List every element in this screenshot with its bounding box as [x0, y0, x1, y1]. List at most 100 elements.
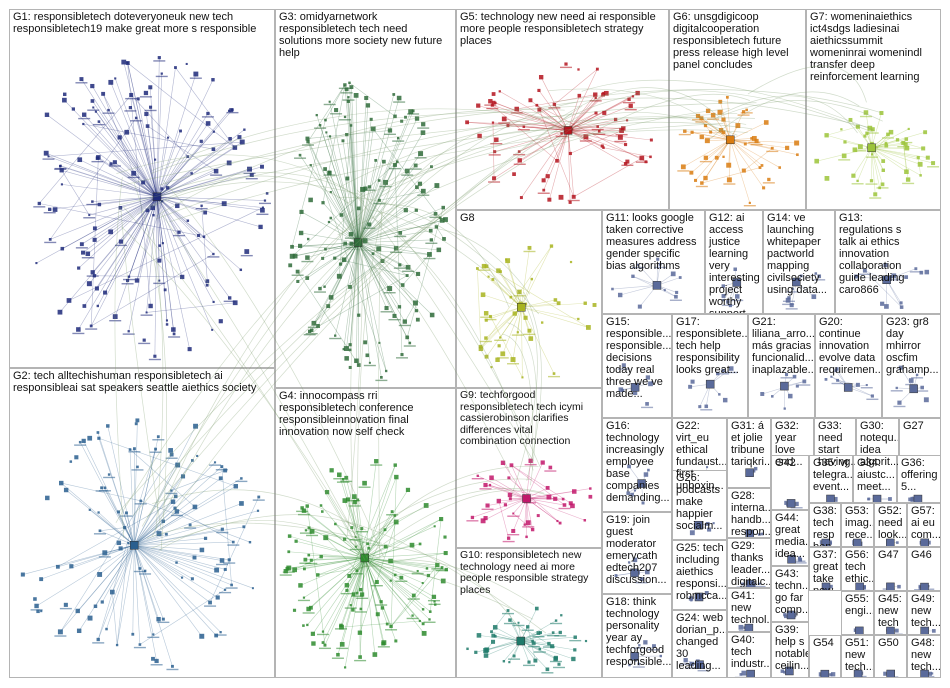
group-G2[interactable]: G2: tech alltechishuman responsibletech …	[9, 368, 275, 678]
node-label-mark	[838, 159, 851, 161]
group-G36[interactable]: G36: offering 5...	[897, 455, 941, 503]
group-G55[interactable]: G55: engi...	[841, 591, 874, 635]
group-G21[interactable]: G21: liliana_arro... más gracias funcion…	[748, 314, 815, 418]
group-G13[interactable]: G13: regulations s talk ai ethics innova…	[835, 210, 941, 314]
group-G40[interactable]: G40: tech industr...	[727, 632, 771, 678]
group-G14-nodes	[782, 272, 826, 310]
node	[614, 574, 618, 578]
node	[530, 277, 534, 281]
group-G49[interactable]: G49: new tech...	[907, 591, 941, 635]
node	[881, 159, 886, 163]
node-label-mark	[488, 154, 501, 156]
group-G19[interactable]: G19: join guest moderator emerycath edte…	[602, 512, 672, 594]
group-G47[interactable]: G47	[874, 547, 907, 591]
node	[645, 402, 649, 406]
group-G11[interactable]: G11: looks google taken corrective measu…	[602, 210, 705, 314]
node-label-mark	[725, 371, 738, 374]
group-nodes	[476, 244, 597, 379]
group-G53[interactable]: G53: imag... rece...	[841, 503, 874, 547]
node	[227, 109, 231, 112]
node-label-mark	[44, 241, 57, 244]
group-G4[interactable]: G4: innocompass rri responsibletech conf…	[275, 388, 456, 678]
node	[96, 431, 100, 434]
node	[739, 673, 743, 676]
group-G18[interactable]: G18: think technology personality year a…	[602, 594, 672, 678]
hub-node	[360, 553, 369, 563]
node	[349, 604, 352, 607]
group-G28[interactable]: G28: interna... handb... respon...	[727, 488, 771, 538]
group-G9[interactable]: G9: techforgood responsibletech tech icy…	[456, 388, 602, 548]
group-G38[interactable]: G38: tech resp ben...	[809, 503, 841, 547]
group-G24[interactable]: G24: web dorian_p... changed 30 leading.…	[672, 610, 727, 678]
group-G25[interactable]: G25: tech including aiethics responsi...…	[672, 540, 727, 610]
group-G48[interactable]: G48: new tech...	[907, 635, 941, 678]
node	[484, 354, 489, 359]
node	[287, 534, 292, 538]
group-G29[interactable]: G29: thanks leader... digitalc...	[727, 538, 771, 588]
group-G7[interactable]: G7: womeninaiethics ict4sdgs ladiesinai …	[806, 9, 941, 210]
group-label: G42	[775, 457, 796, 469]
group-G43[interactable]: G43: techn... go far comp...	[771, 566, 809, 622]
group-G12[interactable]: G12: ai access justice learning very int…	[705, 210, 763, 314]
node-label-mark	[139, 96, 152, 98]
node	[502, 660, 506, 663]
group-G16[interactable]: G16: technology increasingly employee ba…	[602, 418, 672, 512]
group-G39[interactable]: G39: help s notable ceilin...	[771, 622, 809, 678]
group-G45[interactable]: G45: new tech	[874, 591, 907, 635]
group-G8[interactable]: G8	[456, 210, 602, 388]
node	[539, 631, 543, 635]
node	[870, 153, 874, 156]
group-G34[interactable]: G34: aiustc... meet...	[853, 455, 897, 503]
node	[466, 647, 469, 651]
node-label-mark	[216, 563, 229, 566]
node	[326, 304, 331, 309]
node-label-mark	[478, 269, 491, 271]
group-label: G35: vr telegra... event...	[813, 457, 853, 493]
node-label-mark	[120, 515, 133, 517]
group-G46[interactable]: G46	[907, 547, 941, 591]
group-G5[interactable]: G5: technology new need ai responsible m…	[456, 9, 669, 210]
group-G31[interactable]: G31: á et jolie tribune tariqkri...	[727, 418, 771, 488]
node	[511, 528, 516, 533]
node	[545, 485, 550, 490]
group-G15[interactable]: G15: responsible... responsible... decis…	[602, 314, 672, 418]
group-G51[interactable]: G51: new tech...	[841, 635, 874, 678]
group-G35[interactable]: G35: vr telegra... event...	[809, 455, 853, 503]
group-G54[interactable]: G54	[809, 635, 841, 678]
node	[688, 596, 694, 601]
group-nodes	[855, 582, 871, 590]
group-G52[interactable]: G52: need look...	[874, 503, 907, 547]
node	[309, 528, 315, 534]
group-G26[interactable]: G26: podcasts make happier socialm...	[672, 470, 727, 540]
node	[117, 510, 121, 514]
group-label: G52: need look...	[878, 505, 907, 541]
node	[347, 96, 350, 99]
group-G37[interactable]: G37: great take pow...	[809, 547, 841, 591]
group-G50[interactable]: G50	[874, 635, 907, 678]
group-G41[interactable]: G41: new technol...	[727, 588, 771, 632]
group-G17[interactable]: G17: responsiblete... tech help responsi…	[672, 314, 748, 418]
node-label-mark	[753, 585, 766, 587]
group-G14[interactable]: G14: ve launching whitepaper pactworld m…	[763, 210, 835, 314]
group-G42[interactable]: G42	[771, 455, 809, 510]
group-G10[interactable]: G10: responsibletech new technology need…	[456, 548, 602, 678]
node	[213, 461, 217, 464]
node	[308, 329, 312, 334]
node	[484, 264, 489, 269]
group-G44[interactable]: G44: great media... idea...	[771, 510, 809, 566]
group-G6[interactable]: G6: unsgdigicoop digitalcooperation resp…	[669, 9, 806, 210]
group-G20[interactable]: G20: continue innovation evolve data req…	[815, 314, 882, 418]
node	[628, 663, 631, 667]
hub-node	[745, 529, 754, 537]
node	[165, 319, 169, 322]
group-G3[interactable]: G3: omidyarnetwork responsibletech tech …	[275, 9, 456, 388]
group-G1[interactable]: G1: responsibletech doteveryoneuk new te…	[9, 9, 275, 368]
node-label-mark	[93, 533, 106, 535]
group-G57[interactable]: G57: ai eu com...	[907, 503, 941, 547]
node	[561, 497, 565, 501]
node	[867, 497, 871, 501]
node	[156, 531, 162, 537]
node-label-mark	[153, 60, 166, 62]
group-G56[interactable]: G56: tech ethic...	[841, 547, 874, 591]
group-G23[interactable]: G23: gr8 day mhirror oscfim grahamp...	[882, 314, 941, 418]
